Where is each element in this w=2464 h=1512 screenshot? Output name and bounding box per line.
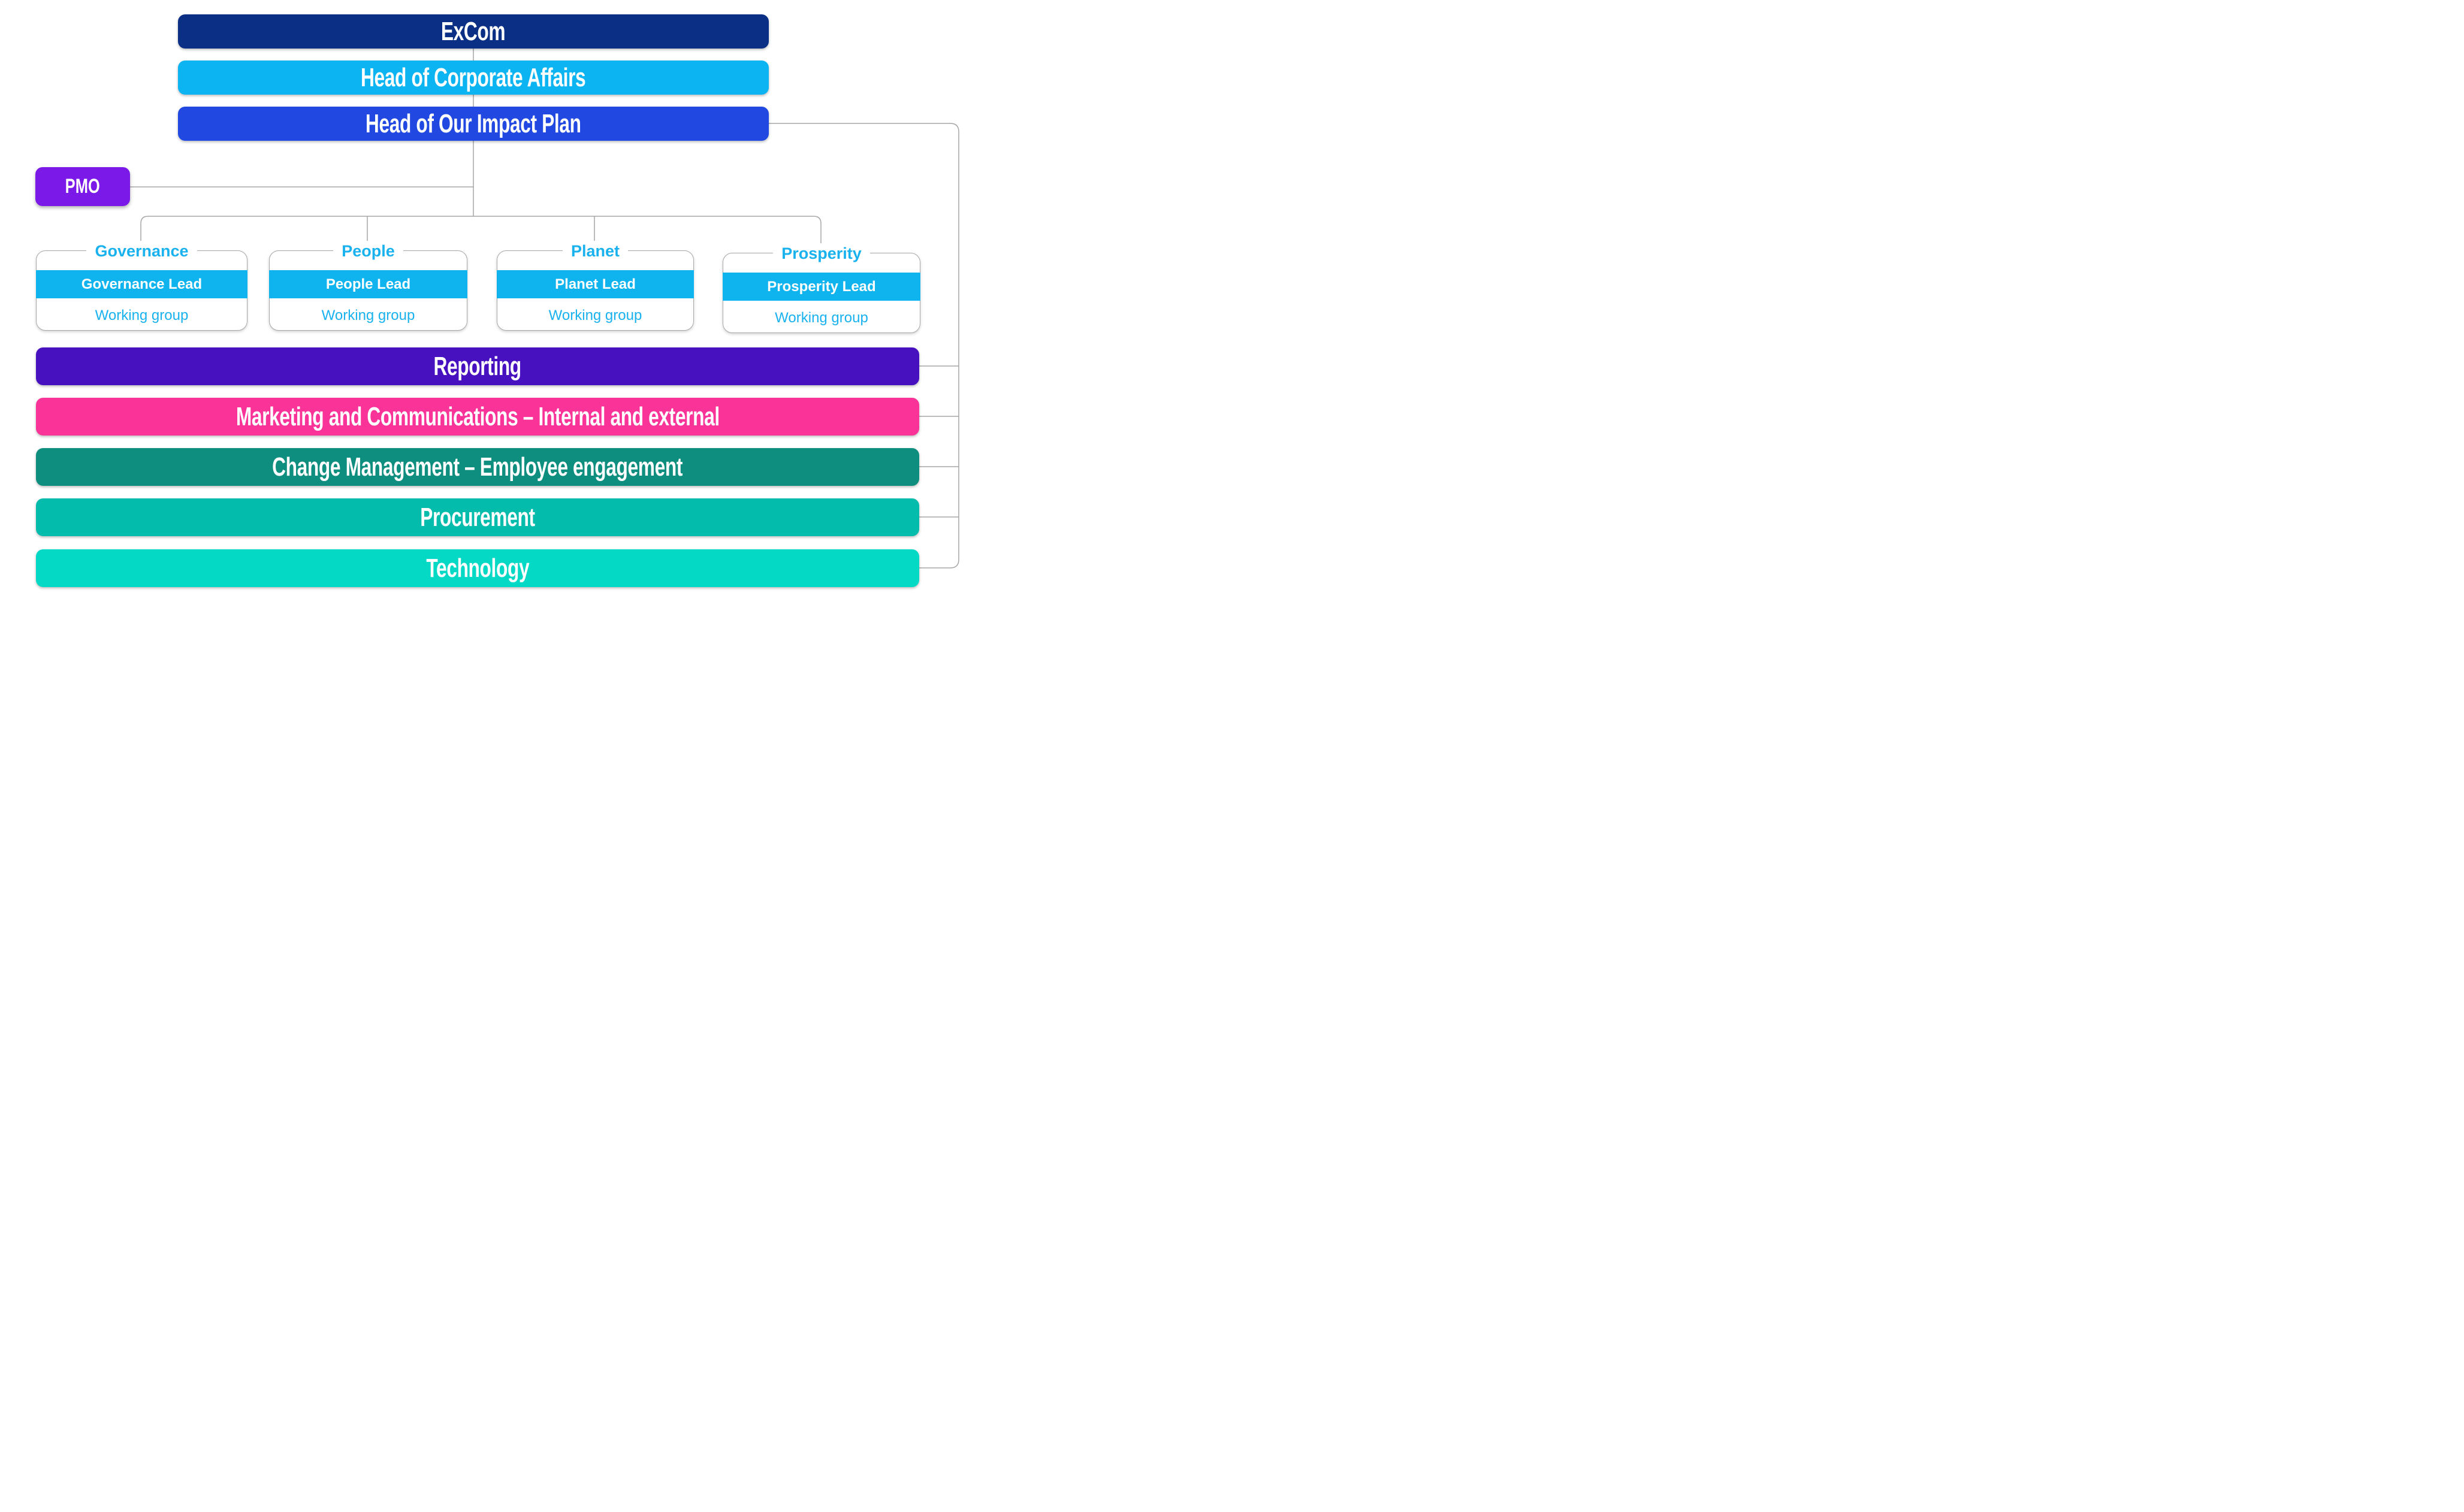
pillar-people-title: People (270, 241, 467, 261)
pillar-governance-title: Governance (37, 241, 247, 261)
excom-box: ExCom (178, 14, 769, 49)
corporate-affairs-label: Head of Corporate Affairs (361, 62, 586, 92)
pillar-planet-lead-label: Planet Lead (555, 276, 636, 292)
connector-pillar-branch (140, 216, 822, 253)
pillar-governance: Governance Governance Lead Working group (36, 241, 247, 331)
change-management-label: Change Management – Employee engagement (272, 452, 683, 482)
pillar-prosperity-working-group: Working group (775, 310, 868, 326)
connector-right-rail (769, 123, 959, 568)
pillar-planet-title: Planet (497, 241, 693, 261)
connector-lines (130, 49, 959, 568)
reporting-label: Reporting (433, 351, 522, 381)
technology-bar: Technology (36, 549, 919, 587)
corporate-affairs-box: Head of Corporate Affairs (178, 61, 769, 95)
pillar-governance-lead-label: Governance Lead (81, 276, 203, 292)
pillar-prosperity: Prosperity Prosperity Lead Working group (723, 243, 920, 333)
technology-label: Technology (426, 553, 529, 583)
pillar-governance-lead-bar: Governance Lead (36, 270, 247, 298)
marketing-communications-label: Marketing and Communications – Internal … (235, 401, 720, 431)
pillar-planet: Planet Planet Lead Working group (497, 241, 694, 331)
change-management-bar: Change Management – Employee engagement (36, 448, 919, 486)
pillar-planet-lead-bar: Planet Lead (497, 270, 694, 298)
pmo-box: PMO (35, 167, 130, 206)
pillar-prosperity-lead-bar: Prosperity Lead (723, 273, 920, 301)
pillar-people-working-group: Working group (321, 307, 415, 323)
pillar-people: People People Lead Working group (269, 241, 467, 331)
pillar-planet-working-group: Working group (548, 307, 642, 323)
pillar-people-lead-label: People Lead (325, 276, 411, 292)
procurement-label: Procurement (420, 502, 535, 532)
pillar-governance-working-group: Working group (95, 307, 189, 323)
reporting-bar: Reporting (36, 347, 919, 385)
marketing-communications-bar: Marketing and Communications – Internal … (36, 398, 919, 436)
impact-plan-box: Head of Our Impact Plan (178, 107, 769, 141)
pillar-people-lead-bar: People Lead (269, 270, 467, 298)
org-chart: ExCom Head of Corporate Affairs Head of … (0, 0, 986, 605)
pmo-label: PMO (65, 175, 101, 198)
pillar-prosperity-lead-label: Prosperity Lead (767, 278, 876, 295)
procurement-bar: Procurement (36, 498, 919, 536)
pillar-prosperity-title: Prosperity (723, 243, 920, 264)
impact-plan-label: Head of Our Impact Plan (366, 108, 581, 138)
excom-label: ExCom (441, 16, 506, 46)
